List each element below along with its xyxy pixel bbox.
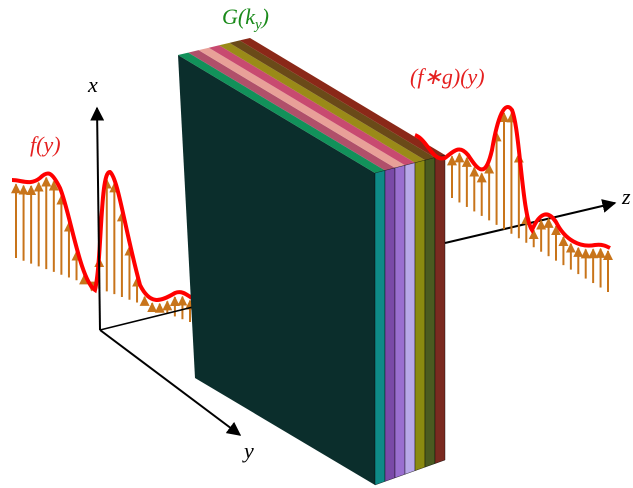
filter-label: G(ky) [222,4,269,33]
slab-top-layer [239,38,445,158]
filter-label-main: G(k [222,4,256,29]
output-samples [447,112,613,292]
x-axis-label: x [87,72,98,97]
filter-label-sub: y [253,17,262,33]
slab-side-layer [434,154,446,464]
slab-top-layer [178,52,385,174]
input-label: f(y) [30,132,61,157]
output-curve [414,104,611,250]
slab-top-layer [219,42,425,163]
slab-top-layer [229,40,435,161]
z-axis-label: z [621,184,631,209]
slab-top-layer [198,47,405,168]
slab-top-layer [188,50,395,171]
slab-side-layer [404,162,416,475]
y-axis [99,329,242,436]
input-curve [11,169,194,302]
slab-side-layer [424,157,436,468]
slab-top-layer [208,45,415,166]
y-axis-label: y [242,438,254,463]
slab-side-layer [414,159,426,471]
output-label: (f∗g)(y) [410,64,485,89]
slab-side-layer [384,167,396,482]
filter-slab [178,38,446,486]
filter-label-close: ) [260,4,269,29]
slab-side-layer [374,170,386,486]
slab-side-layer [394,165,406,479]
x-axis [90,106,105,331]
